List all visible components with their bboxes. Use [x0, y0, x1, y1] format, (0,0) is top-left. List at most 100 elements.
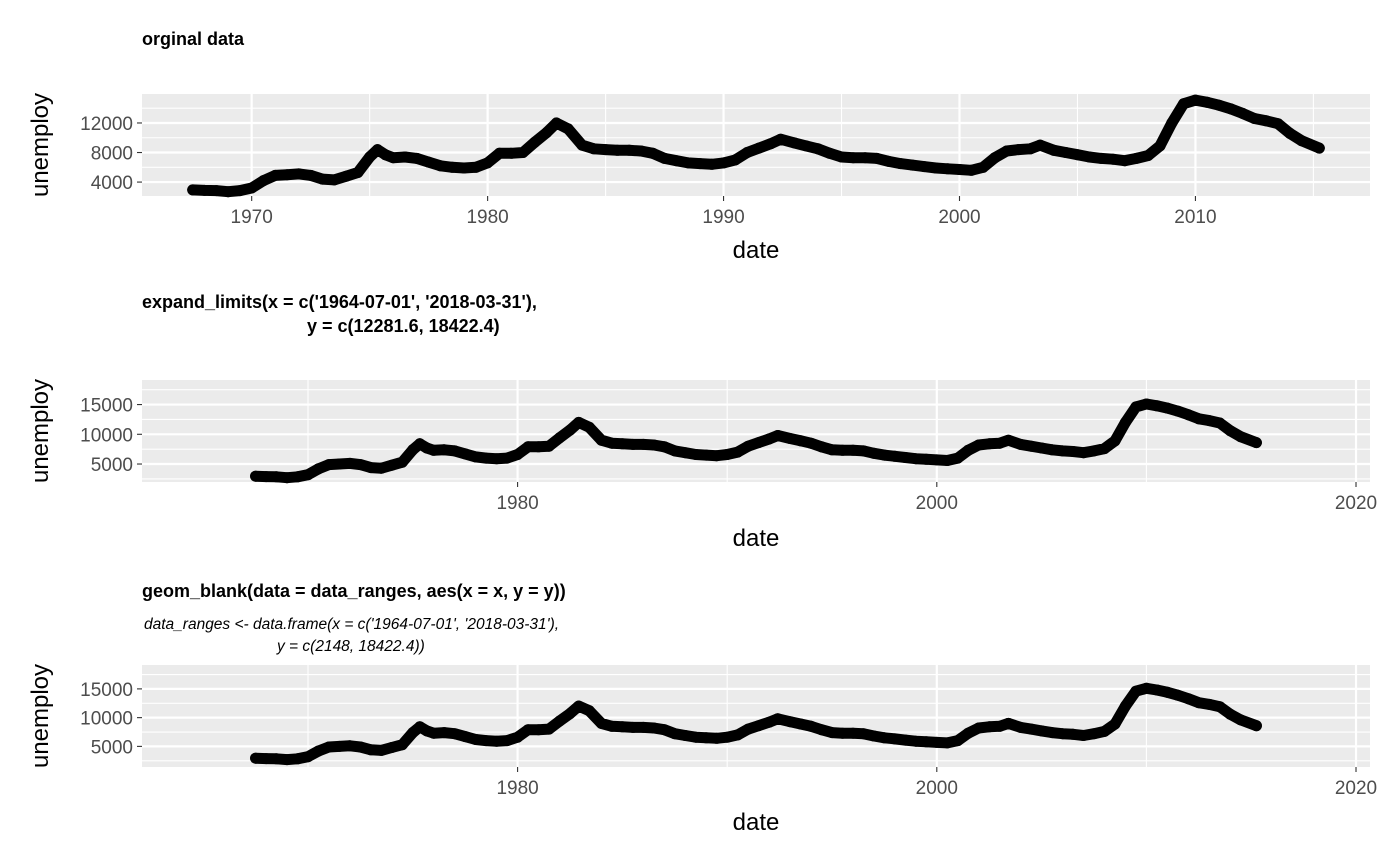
data-point — [493, 147, 505, 159]
data-point — [1095, 152, 1107, 164]
data-point — [753, 720, 765, 732]
x-axis-title: date — [733, 237, 780, 264]
data-point — [313, 463, 324, 475]
data-point — [700, 732, 712, 744]
data-point — [386, 459, 398, 471]
data-point — [564, 708, 576, 720]
data-point — [210, 185, 222, 197]
data-point — [411, 152, 423, 164]
data-point — [458, 162, 470, 174]
data-point — [271, 753, 282, 765]
data-point — [800, 140, 812, 152]
data-point — [505, 147, 517, 159]
data-point — [1214, 701, 1226, 713]
data-point — [1119, 700, 1131, 712]
data-point — [994, 720, 1006, 732]
data-point — [1034, 139, 1046, 151]
data-point — [354, 459, 366, 471]
data-point — [1182, 693, 1194, 705]
data-point — [1224, 425, 1236, 437]
data-point — [788, 137, 800, 149]
data-point — [611, 144, 623, 156]
data-point — [234, 185, 246, 197]
y-tick-label: 4000 — [91, 173, 133, 194]
x-tick-label: 2010 — [1174, 207, 1216, 228]
data-point — [837, 727, 848, 739]
data-point — [480, 452, 492, 464]
y-tick-label: 5000 — [91, 737, 133, 758]
data-point — [501, 735, 513, 747]
data-point — [772, 430, 784, 441]
data-point — [281, 754, 293, 766]
data-point — [616, 721, 628, 733]
data-point — [1002, 434, 1014, 446]
data-point — [775, 133, 787, 145]
data-point — [446, 161, 458, 173]
y-tick-label: 15000 — [80, 680, 133, 701]
data-point — [1203, 415, 1215, 427]
data-point — [281, 169, 293, 181]
data-point — [522, 724, 534, 736]
data-point — [690, 731, 702, 743]
data-point — [1182, 409, 1194, 421]
data-point — [543, 723, 555, 735]
data-point — [899, 452, 911, 463]
data-point — [199, 184, 210, 196]
data-point — [250, 752, 262, 764]
data-point — [522, 441, 534, 453]
data-point — [1172, 405, 1184, 417]
data-point — [871, 152, 883, 164]
data-point — [1130, 685, 1142, 697]
data-point — [1235, 431, 1247, 443]
data-point — [616, 438, 628, 450]
data-point — [889, 450, 901, 462]
data-point — [1057, 728, 1069, 740]
data-point — [292, 471, 303, 483]
data-point — [826, 444, 838, 456]
data-point — [1142, 150, 1154, 161]
chart-title: geom_blank(data = data_ranges, aes(x = x… — [142, 581, 566, 601]
chart-panel-1: orginal data 1970 1980 1990 2000 2010 4000 8000… — [27, 29, 1370, 264]
x-tick-label: 1980 — [496, 493, 538, 514]
data-point — [859, 152, 871, 164]
data-point — [1151, 400, 1163, 412]
data-point — [606, 437, 618, 449]
data-point — [595, 717, 607, 729]
data-point — [387, 152, 399, 164]
data-point — [721, 731, 733, 743]
data-point — [606, 720, 618, 732]
data-point — [1178, 98, 1190, 110]
data-point — [1078, 730, 1089, 741]
data-point — [588, 143, 600, 155]
chart-subtitle-line: y = c(2148, 18422.4)) — [276, 638, 425, 655]
data-point — [1203, 698, 1215, 710]
data-point — [583, 705, 595, 717]
data-point — [718, 157, 730, 169]
data-point — [637, 438, 649, 450]
chart-title-line2: y = c(12281.6, 18422.4) — [307, 316, 500, 336]
y-tick-label: 10000 — [80, 709, 133, 730]
data-point — [1131, 152, 1142, 164]
data-point — [1025, 723, 1037, 735]
data-point — [857, 445, 869, 457]
data-point — [816, 724, 827, 736]
data-point — [1107, 153, 1119, 165]
data-point — [753, 142, 765, 154]
data-point — [711, 732, 723, 744]
data-point — [1260, 115, 1272, 127]
data-point — [1001, 145, 1013, 157]
data-point — [554, 432, 565, 444]
chart-panel-2: expand_limits(x = c('1964-07-01', '2018-… — [27, 292, 1377, 552]
y-tick-label: 5000 — [91, 455, 133, 476]
data-point — [1284, 127, 1296, 139]
data-point — [1015, 438, 1027, 450]
data-point — [554, 715, 565, 727]
data-point — [910, 735, 922, 747]
data-point — [954, 164, 965, 175]
data-point — [812, 143, 824, 155]
data-point — [399, 151, 411, 163]
data-point — [805, 437, 817, 449]
data-point — [795, 435, 807, 447]
x-tick-label: 2000 — [938, 207, 980, 228]
data-point — [396, 739, 408, 751]
